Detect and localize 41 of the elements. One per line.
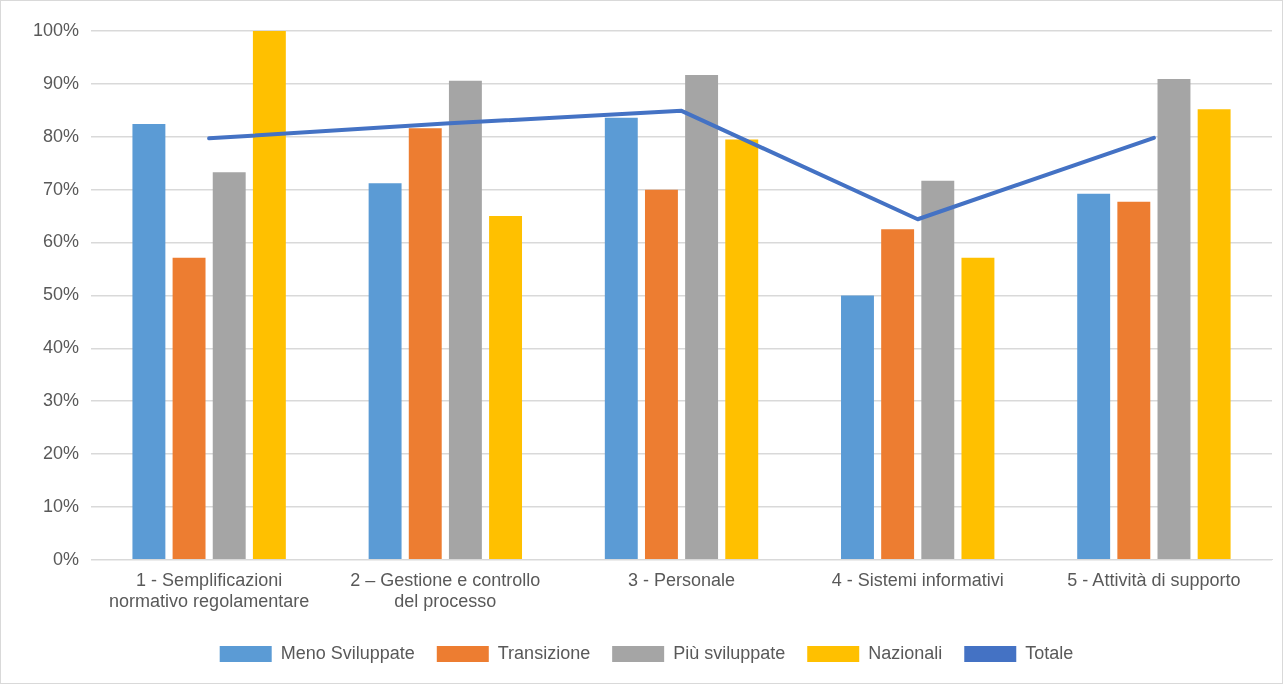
y-tick-label: 30%: [43, 390, 80, 411]
bar: [408, 128, 442, 560]
y-tick-label: 80%: [43, 125, 80, 146]
bar: [604, 117, 638, 560]
y-tick-label: 50%: [43, 284, 80, 305]
bar: [725, 139, 759, 560]
bar: [489, 216, 523, 560]
bar: [1117, 201, 1151, 560]
bar: [172, 257, 206, 560]
y-tick-label: 20%: [43, 443, 80, 464]
y-tick-label: 100%: [32, 19, 80, 40]
bar: [368, 183, 402, 560]
bar: [132, 124, 166, 560]
bar: [448, 80, 482, 560]
bar: [841, 295, 874, 560]
legend-label: Transizione: [497, 642, 591, 663]
legend-label: Nazionali: [868, 642, 943, 663]
bar: [921, 180, 955, 560]
y-tick-label: 60%: [43, 231, 80, 252]
x-tick-label: 4 - Sistemi informativi: [831, 569, 1004, 590]
x-tick-label: 5 - Attività di supporto: [1067, 569, 1241, 590]
y-tick-label: 90%: [43, 72, 80, 93]
legend-label: Meno Sviluppate: [280, 642, 415, 663]
y-tick-label: 70%: [43, 178, 80, 199]
bar: [961, 257, 995, 560]
legend-label: Totale: [1025, 642, 1074, 663]
bar: [252, 31, 286, 560]
bar: [644, 189, 678, 560]
y-tick-label: 10%: [43, 495, 80, 516]
legend-label: Più sviluppate: [673, 642, 786, 663]
y-tick-label: 0%: [53, 548, 80, 569]
bar: [881, 229, 915, 560]
y-tick-label: 40%: [43, 337, 80, 358]
bar: [1157, 79, 1191, 560]
bar: [1077, 193, 1111, 560]
x-tick-label: 1 - Semplificazioni normativo regolamentare: [109, 569, 310, 612]
bar: [212, 172, 246, 560]
bar: [685, 74, 719, 560]
bar: [1197, 109, 1231, 560]
x-tick-label: 2 – Gestione e controllo del processo: [350, 569, 541, 612]
x-tick-label: 3 - Personale: [627, 569, 736, 590]
